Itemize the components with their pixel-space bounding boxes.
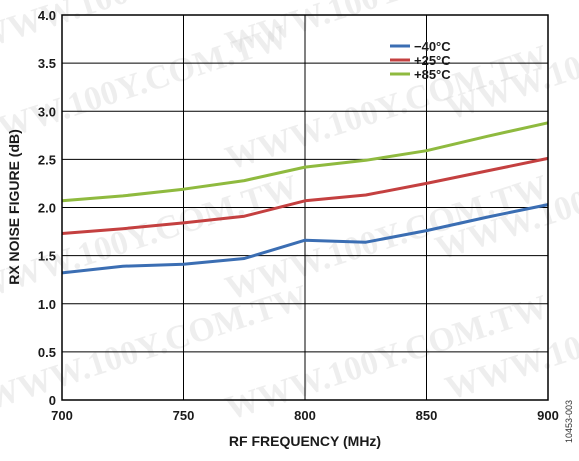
y-tick-label: 1.5: [38, 249, 56, 264]
y-tick-label: 0.5: [38, 345, 56, 360]
y-tick-labels: 0 0.5 1.0 1.5 2.0 2.5 3.0 3.5 4.0: [38, 8, 56, 408]
figure-id: 10453-003: [564, 400, 574, 443]
y-tick-label: 1.0: [38, 297, 56, 312]
y-tick-label: 2.5: [38, 152, 56, 167]
series-lines: [61, 121, 549, 275]
series-line-2: [61, 121, 549, 203]
series-line-0: [61, 203, 549, 275]
legend: −40°C+25°C+85°C: [390, 39, 451, 82]
y-tick-label: 0: [49, 393, 56, 408]
x-tick-label: 750: [173, 408, 195, 423]
legend-label: +85°C: [414, 67, 451, 82]
y-tick-label: 3.0: [38, 104, 56, 119]
series-line-1: [61, 156, 549, 235]
y-tick-label: 4.0: [38, 8, 56, 23]
x-tick-label: 800: [294, 408, 316, 423]
y-tick-label: 3.5: [38, 56, 56, 71]
watermark: WWW.100Y.COM.TWWWW.100Y.COM.TWWWW.100Y.C…: [0, 0, 579, 428]
y-tick-label: 2.0: [38, 201, 56, 216]
legend-label: −40°C: [414, 39, 451, 54]
y-axis-title: RX NOISE FIGURE (dB): [6, 129, 22, 285]
legend-label: +25°C: [414, 53, 451, 68]
x-tick-label: 700: [51, 408, 73, 423]
x-tick-label: 850: [416, 408, 438, 423]
x-tick-label: 900: [537, 408, 559, 423]
x-tick-labels: 700 750 800 850 900: [51, 408, 559, 423]
x-axis-title: RF FREQUENCY (MHz): [229, 433, 381, 449]
plot-frame: [61, 14, 549, 401]
